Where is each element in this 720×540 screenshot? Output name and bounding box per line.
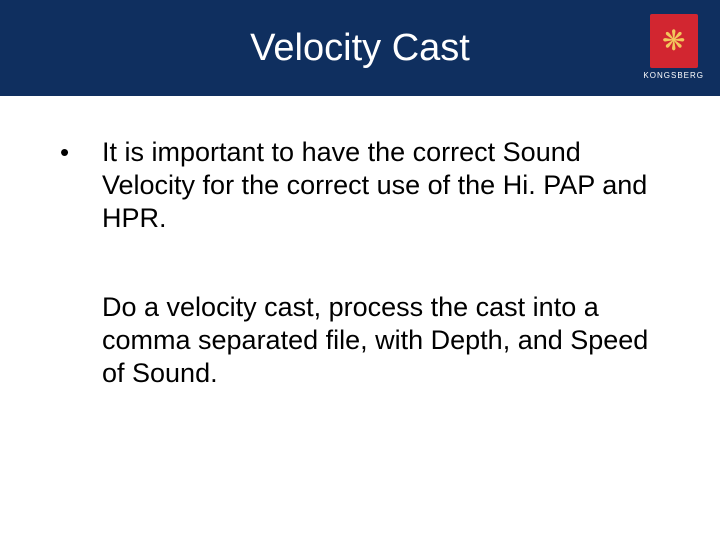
- paragraph-2: Do a velocity cast, process the cast int…: [102, 291, 660, 390]
- slide-header: Velocity Cast ❋ KONGSBERG: [0, 0, 720, 96]
- brand-logo-icon: ❋: [662, 27, 685, 55]
- brand-logo-box: ❋: [650, 14, 698, 68]
- slide: Velocity Cast ❋ KONGSBERG • It is import…: [0, 0, 720, 540]
- bullet-glyph: •: [60, 136, 102, 169]
- paragraph-1: It is important to have the correct Soun…: [102, 136, 660, 235]
- brand-logo: ❋ KONGSBERG: [643, 14, 704, 80]
- slide-content: • It is important to have the correct So…: [0, 96, 720, 390]
- slide-title: Velocity Cast: [0, 27, 720, 70]
- bullet-item: • It is important to have the correct So…: [60, 136, 660, 235]
- brand-logo-text: KONGSBERG: [643, 71, 704, 80]
